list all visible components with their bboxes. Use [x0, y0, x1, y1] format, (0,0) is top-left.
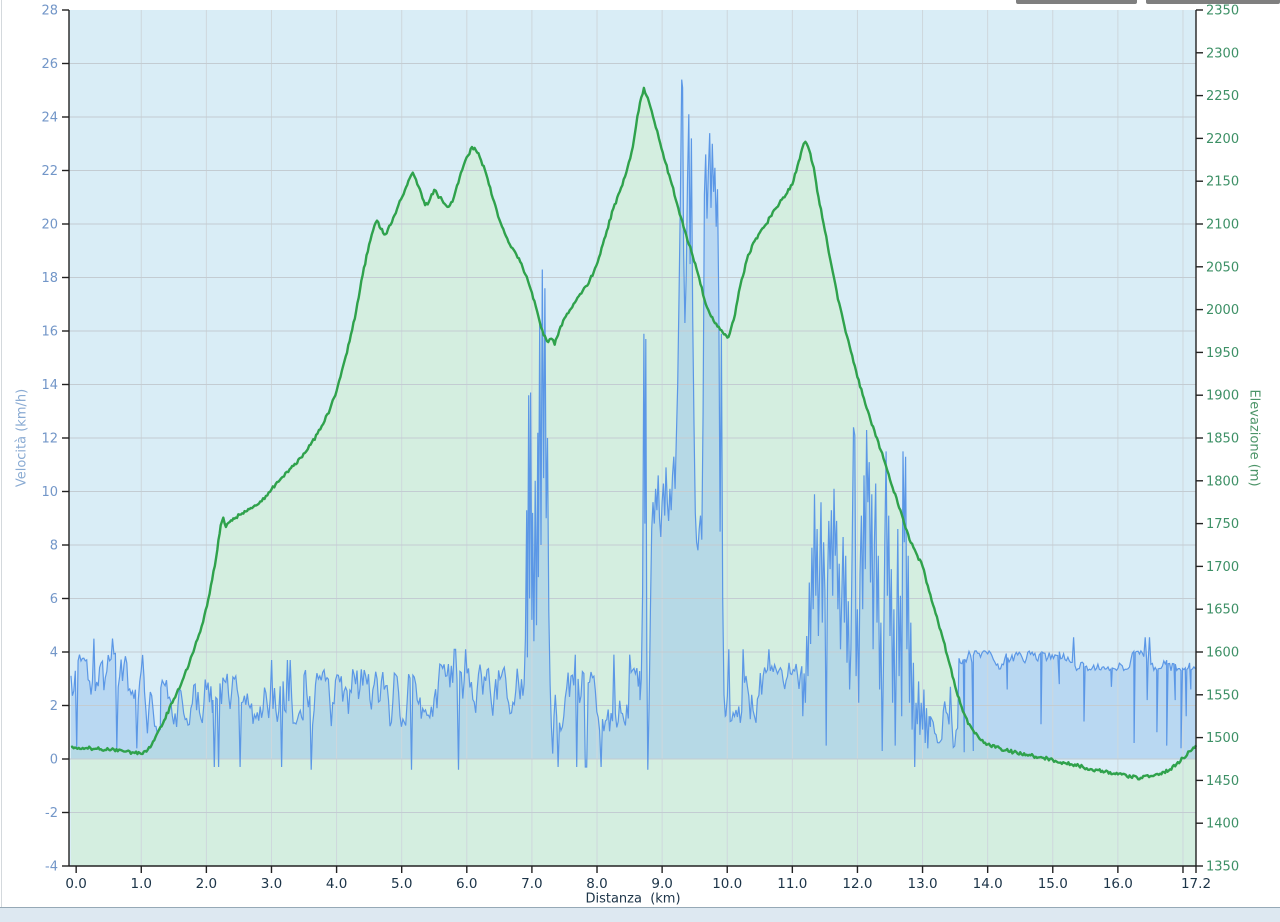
- right-tick-label: 1350: [1206, 860, 1239, 875]
- toolbar-button-remnant-2[interactable]: [1146, 0, 1280, 4]
- right-tick-label: 1750: [1206, 517, 1239, 532]
- x-tick-label: 0.0: [65, 876, 86, 892]
- horizontal-gridlines: [69, 63, 1196, 813]
- x-tick-label: 16.0: [1103, 876, 1133, 892]
- right-tick-label: 1500: [1206, 731, 1239, 746]
- x-tick-label: 6.0: [456, 876, 477, 892]
- left-tick-label: 8: [50, 539, 58, 554]
- left-tick-label: 6: [50, 592, 58, 607]
- x-tick-label: 17.2: [1181, 876, 1211, 892]
- left-tick-label: 10: [41, 485, 58, 500]
- right-tick-label: 1550: [1206, 688, 1239, 703]
- x-axis-ticks: 0.0 1.0 2.0 3.0 4.0 5.0 6.0 7.0 8.0 9.0 10.0 11.0 12…: [65, 866, 1211, 892]
- panel-left-border: [1, 0, 2, 908]
- x-tick-label: 9.0: [651, 876, 672, 892]
- left-axis-title: Velocità (km/h): [14, 388, 30, 488]
- x-tick-label: 3.0: [261, 876, 282, 892]
- left-tick-label: -4: [45, 860, 58, 875]
- right-axis-title: Elevazione (m): [1246, 389, 1262, 487]
- x-tick-label: 7.0: [521, 876, 542, 892]
- left-tick-label: 2: [50, 699, 58, 714]
- x-tick-label: 12.0: [842, 876, 872, 892]
- right-tick-label: 2350: [1206, 4, 1239, 19]
- left-tick-label: -2: [45, 806, 58, 821]
- right-tick-label: 2300: [1206, 46, 1239, 61]
- x-tick-label: 5.0: [391, 876, 412, 892]
- right-tick-label: 2250: [1206, 89, 1239, 104]
- right-tick-label: 2100: [1206, 218, 1239, 233]
- right-tick-label: 2150: [1206, 175, 1239, 190]
- left-tick-label: 22: [41, 164, 58, 179]
- x-tick-label: 13.0: [908, 876, 938, 892]
- x-tick-label: 10.0: [712, 876, 742, 892]
- left-tick-label: 28: [41, 4, 58, 19]
- left-tick-label: 12: [41, 432, 58, 447]
- elevation-line: [70, 86, 1198, 781]
- right-tick-label: 2050: [1206, 260, 1239, 275]
- left-tick-label: 18: [41, 271, 58, 286]
- toolbar-button-remnant-1[interactable]: [1016, 0, 1137, 4]
- right-tick-label: 1450: [1206, 774, 1239, 789]
- left-tick-label: 20: [41, 218, 58, 233]
- x-tick-label: 14.0: [973, 876, 1003, 892]
- left-tick-label: 0: [50, 753, 58, 768]
- x-tick-label: 8.0: [586, 876, 607, 892]
- x-tick-label: 1.0: [131, 876, 152, 892]
- x-tick-label: 15.0: [1038, 876, 1068, 892]
- left-tick-label: 16: [41, 325, 58, 340]
- x-axis-title: Distanza (km): [585, 891, 681, 907]
- right-axis-ticks: 1350 1400 1450 1500 1550 1600 1650 1700 1750 1800…: [1196, 4, 1239, 875]
- right-tick-label: 1850: [1206, 432, 1239, 447]
- speed-area: [71, 79, 1196, 770]
- x-tick-label: 2.0: [196, 876, 217, 892]
- right-tick-label: 2000: [1206, 303, 1239, 318]
- right-tick-label: 1600: [1206, 646, 1239, 661]
- right-tick-label: 1950: [1206, 346, 1239, 361]
- right-tick-label: 1400: [1206, 817, 1239, 832]
- x-tick-label: 11.0: [777, 876, 807, 892]
- right-tick-label: 1900: [1206, 389, 1239, 404]
- right-tick-label: 1700: [1206, 560, 1239, 575]
- bottom-panel-edge: [0, 907, 1280, 922]
- right-tick-label: 1650: [1206, 603, 1239, 618]
- left-tick-label: 14: [41, 378, 58, 393]
- left-tick-label: 24: [41, 111, 58, 126]
- left-tick-label: 26: [41, 57, 58, 72]
- speed-line: [70, 79, 1196, 770]
- right-tick-label: 2200: [1206, 132, 1239, 147]
- left-tick-label: 4: [50, 646, 58, 661]
- x-tick-label: 4.0: [326, 876, 347, 892]
- right-tick-label: 1800: [1206, 474, 1239, 489]
